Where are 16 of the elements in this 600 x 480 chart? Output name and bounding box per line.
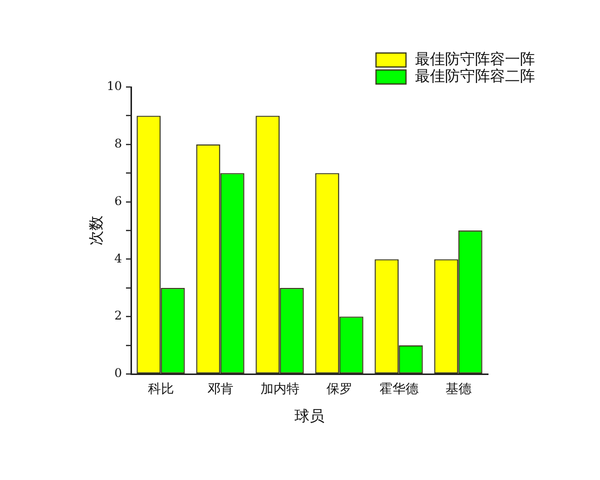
x-tick-label: 保罗 bbox=[326, 382, 352, 398]
legend-label: 最佳防守阵容一阵 bbox=[415, 50, 535, 68]
x-tick-label: 基德 bbox=[445, 382, 472, 398]
y-tick-label: 2 bbox=[114, 308, 122, 323]
x-axis-title: 球员 bbox=[294, 406, 324, 425]
y-tick-label: 6 bbox=[114, 194, 122, 208]
y-tick-label: 8 bbox=[114, 136, 122, 151]
x-tick-label: 加内特 bbox=[260, 382, 300, 398]
x-tick-label: 邓肯 bbox=[207, 382, 234, 398]
y-tick-label: 4 bbox=[114, 251, 122, 266]
x-tick-label: 科比 bbox=[148, 382, 174, 398]
y-tick-label: 10 bbox=[106, 79, 122, 94]
legend-label: 最佳防守阵容二阵 bbox=[415, 66, 535, 85]
y-axis-title: 次数 bbox=[86, 216, 105, 246]
x-tick-label: 霍华德 bbox=[379, 382, 418, 398]
y-tick-label: 0 bbox=[114, 366, 122, 380]
